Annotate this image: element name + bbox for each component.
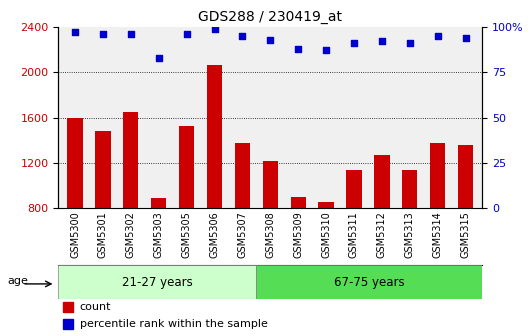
- Bar: [346, 170, 361, 208]
- Point: [322, 48, 330, 53]
- Point: [378, 39, 386, 44]
- Text: GSM5303: GSM5303: [154, 211, 164, 258]
- Bar: [256, 265, 482, 299]
- Text: GSM5306: GSM5306: [209, 211, 219, 258]
- Text: GSM5300: GSM5300: [70, 211, 80, 258]
- Text: GSM5301: GSM5301: [98, 211, 108, 258]
- Point: [210, 26, 219, 31]
- Bar: [63, 319, 73, 329]
- Point: [405, 41, 414, 46]
- Text: 67-75 years: 67-75 years: [334, 276, 404, 289]
- Text: GSM5311: GSM5311: [349, 211, 359, 258]
- Title: GDS288 / 230419_at: GDS288 / 230419_at: [198, 10, 342, 25]
- Point: [182, 32, 191, 37]
- Text: GSM5315: GSM5315: [461, 211, 471, 258]
- Text: GSM5307: GSM5307: [237, 211, 248, 258]
- Text: GSM5313: GSM5313: [405, 211, 415, 258]
- Text: GSM5308: GSM5308: [266, 211, 275, 258]
- Point: [434, 33, 442, 39]
- Bar: [58, 265, 256, 299]
- Point: [238, 33, 246, 39]
- Bar: [95, 131, 111, 208]
- Point: [99, 32, 107, 37]
- Bar: [123, 112, 138, 208]
- Bar: [235, 142, 250, 208]
- Point: [294, 46, 303, 51]
- Bar: [207, 66, 222, 208]
- Bar: [63, 302, 73, 312]
- Text: age: age: [7, 276, 28, 286]
- Bar: [319, 202, 334, 208]
- Point: [350, 41, 358, 46]
- Bar: [263, 161, 278, 208]
- Bar: [374, 155, 390, 208]
- Text: GSM5309: GSM5309: [293, 211, 303, 258]
- Text: GSM5310: GSM5310: [321, 211, 331, 258]
- Bar: [458, 145, 473, 208]
- Bar: [67, 118, 83, 208]
- Point: [154, 55, 163, 60]
- Text: percentile rank within the sample: percentile rank within the sample: [80, 319, 267, 329]
- Point: [127, 32, 135, 37]
- Text: GSM5312: GSM5312: [377, 211, 387, 258]
- Point: [71, 30, 80, 35]
- Text: GSM5302: GSM5302: [126, 211, 136, 258]
- Bar: [179, 126, 195, 208]
- Bar: [290, 197, 306, 208]
- Bar: [430, 142, 445, 208]
- Bar: [151, 198, 166, 208]
- Text: GSM5314: GSM5314: [432, 211, 443, 258]
- Text: GSM5305: GSM5305: [182, 211, 192, 258]
- Point: [461, 35, 470, 40]
- Point: [266, 37, 275, 42]
- Text: 21-27 years: 21-27 years: [122, 276, 192, 289]
- Text: count: count: [80, 302, 111, 312]
- Bar: [402, 170, 418, 208]
